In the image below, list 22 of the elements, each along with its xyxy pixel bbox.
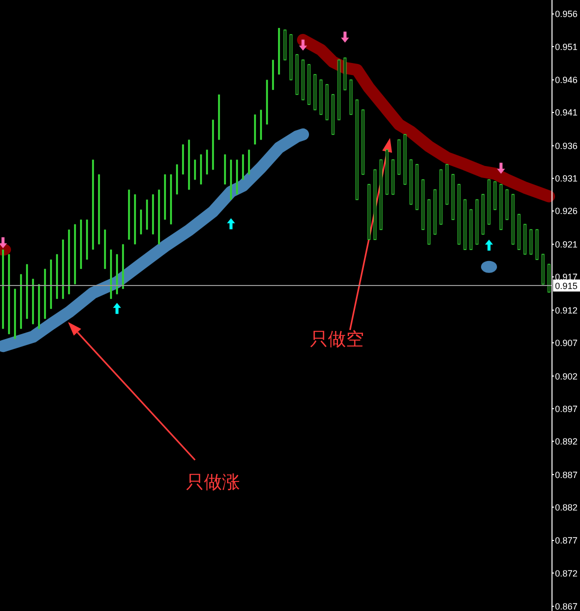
- y-tick-label: 0.892: [555, 436, 578, 446]
- y-tick-label: 0.936: [555, 140, 578, 151]
- y-tick-label: 0.887: [555, 470, 578, 480]
- y-tick-label: 0.912: [555, 305, 578, 316]
- y-tick-label: 0.877: [555, 536, 578, 546]
- ref-line-label: 0.915: [555, 281, 578, 292]
- y-tick-label: 0.872: [555, 568, 578, 578]
- annotation: 只做涨: [186, 472, 240, 493]
- y-tick-label: 0.907: [555, 338, 578, 348]
- y-tick-label: 0.956: [555, 9, 578, 20]
- y-tick-label: 0.897: [555, 404, 578, 414]
- y-tick-label: 0.882: [555, 502, 578, 512]
- y-tick-label: 0.921: [555, 239, 578, 250]
- y-tick-label: 0.951: [555, 42, 578, 52]
- y-tick-label: 0.931: [555, 174, 578, 184]
- y-tick-label: 0.926: [555, 206, 578, 216]
- point: [481, 260, 497, 273]
- y-tick-label: 0.867: [555, 602, 578, 611]
- y-tick-label: 0.946: [555, 75, 578, 86]
- annotation: 只做空: [310, 329, 364, 350]
- y-tick-label: 0.902: [555, 371, 578, 382]
- y-tick-label: 0.941: [555, 108, 578, 118]
